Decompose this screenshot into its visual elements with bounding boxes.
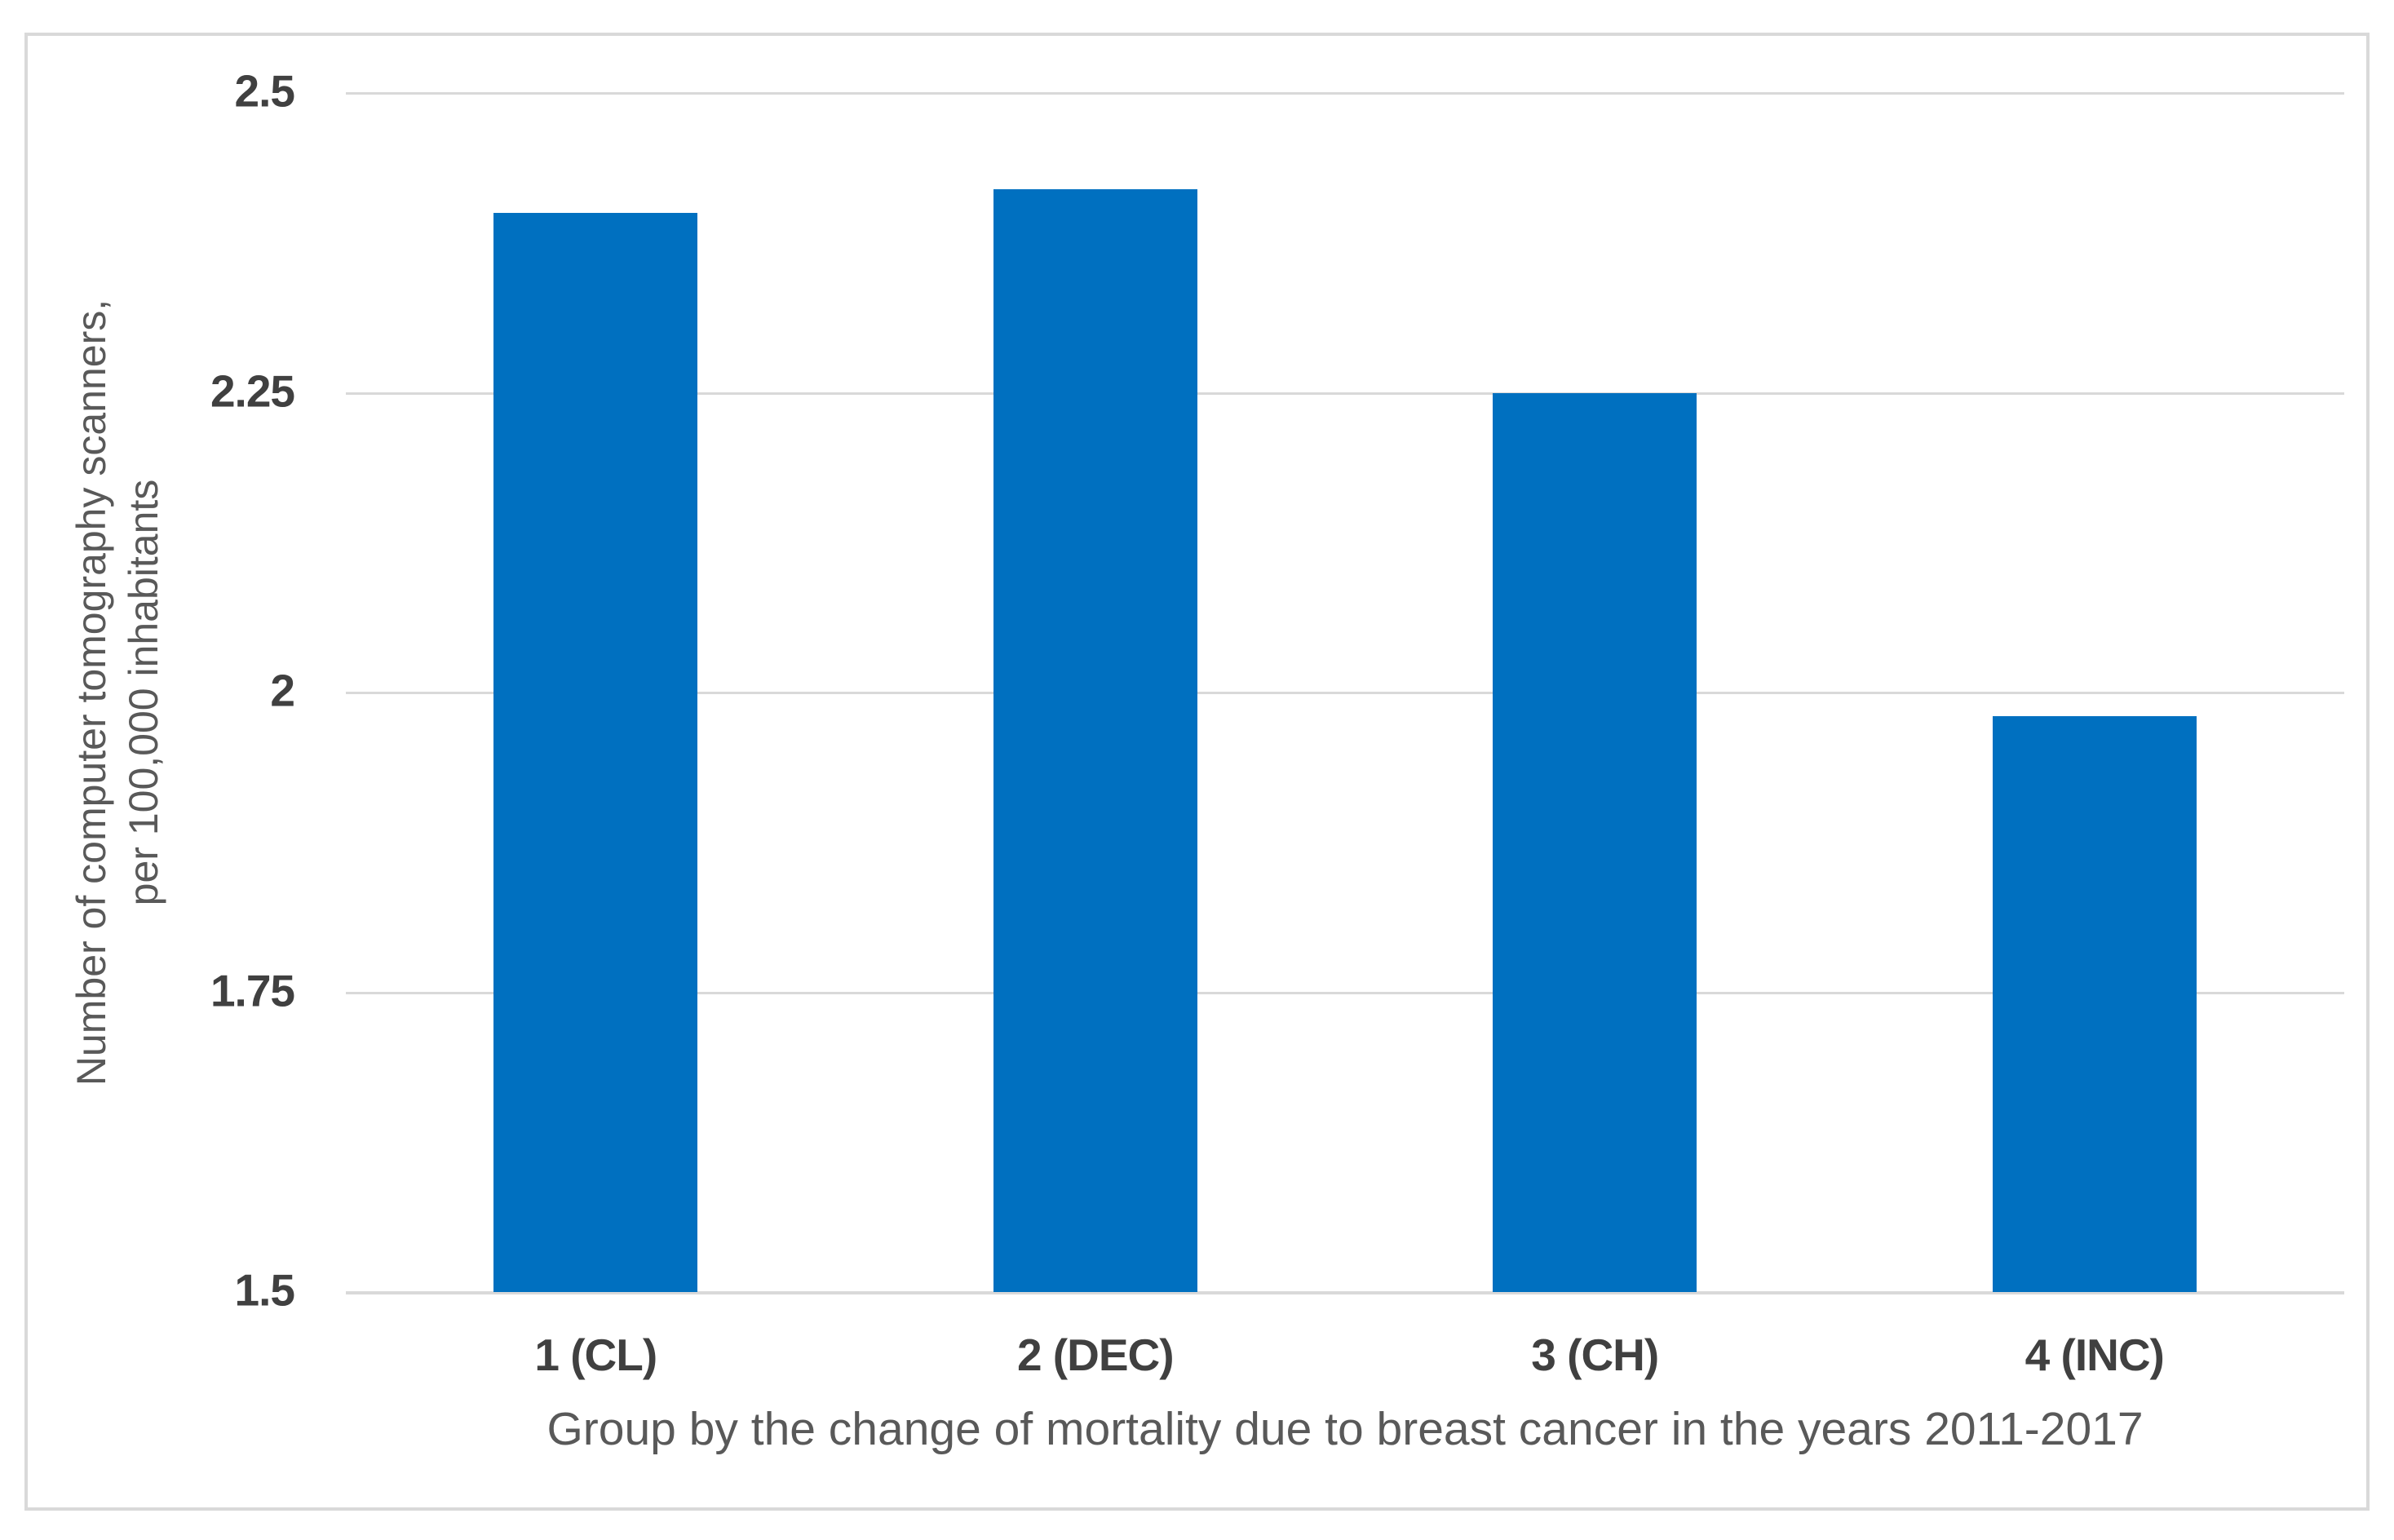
- y-tick-label-2: 2: [270, 665, 295, 716]
- y-tick-label-1.75: 1.75: [210, 964, 295, 1016]
- gridline-y-1.5: [346, 1291, 2344, 1294]
- gridline-y-2.5: [346, 92, 2344, 95]
- bar-4 (INC): [1992, 716, 2197, 1292]
- y-tick-label-2.5: 2.5: [234, 65, 295, 117]
- x-category-label-2 (DEC): 2 (DEC): [1016, 1330, 1175, 1380]
- x-axis-title: Group by the change of mortality due to …: [547, 1403, 2144, 1455]
- x-category-label-4 (INC): 4 (INC): [2025, 1330, 2165, 1380]
- x-category-label-1 (CL): 1 (CL): [534, 1330, 657, 1380]
- plot-area: [346, 92, 2344, 1294]
- bar-2 (DEC): [993, 188, 1197, 1292]
- x-category-label-3 (CH): 3 (CH): [1531, 1330, 1659, 1380]
- y-tick-label-2.25: 2.25: [210, 365, 295, 416]
- bar-3 (CH): [1493, 392, 1697, 1292]
- y-tick-label-1.5: 1.5: [234, 1264, 295, 1316]
- bar-1 (CL): [493, 213, 698, 1292]
- gridline-y-1.75: [346, 991, 2344, 994]
- gridline-y-2.25: [346, 392, 2344, 395]
- chart-frame: Number of computer tomography scanners, …: [24, 33, 2370, 1511]
- gridline-y-2: [346, 692, 2344, 694]
